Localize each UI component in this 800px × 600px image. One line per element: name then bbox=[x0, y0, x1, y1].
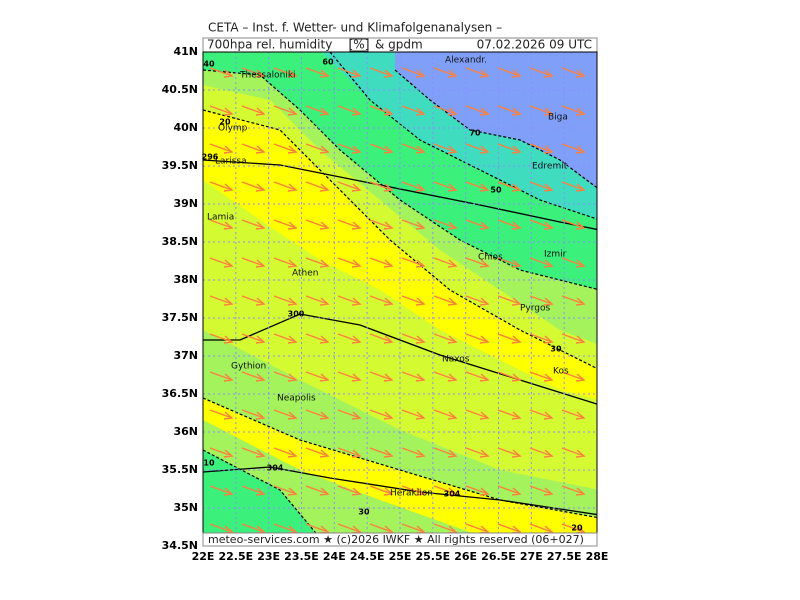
lon-tick-label: 27.5E bbox=[547, 550, 582, 563]
lon-tick-label: 22E bbox=[192, 550, 215, 563]
wind-arrows bbox=[209, 67, 586, 534]
footer: meteo-services.com ★ (c)2026 IWKF ★ All … bbox=[208, 533, 584, 546]
humidity-contour bbox=[203, 449, 328, 546]
lat-tick-label: 36N bbox=[173, 425, 198, 438]
lon-tick-label: 24E bbox=[323, 550, 346, 563]
lon-tick-label: 25E bbox=[389, 550, 412, 563]
lon-tick-label: 23.5E bbox=[284, 550, 319, 563]
humidity-contour bbox=[203, 69, 597, 290]
contour-label: 30 bbox=[358, 508, 370, 517]
contour-label: 10 bbox=[203, 459, 215, 468]
contour-label: 304 bbox=[444, 490, 461, 499]
place-label: Olymp bbox=[218, 124, 248, 134]
contour-label: 20 bbox=[219, 118, 231, 127]
place-label: Gythion bbox=[231, 362, 266, 372]
lat-tick-label: 40.5N bbox=[162, 83, 198, 96]
place-label: Athen bbox=[292, 269, 318, 279]
place-label: Naxos bbox=[442, 355, 470, 365]
lon-tick-label: 27E bbox=[520, 550, 543, 563]
lon-tick-label: 23E bbox=[257, 550, 280, 563]
lat-tick-label: 39N bbox=[173, 197, 198, 210]
lat-tick-label: 41N bbox=[173, 45, 198, 58]
contour-label: 296 bbox=[202, 153, 219, 162]
footer-box bbox=[202, 532, 598, 547]
lat-tick-label: 37.5N bbox=[162, 311, 198, 324]
place-label: Edremit bbox=[532, 162, 568, 172]
geopotential-contour bbox=[203, 159, 597, 231]
lon-tick-label: 22.5E bbox=[219, 550, 254, 563]
place-label: Larissa bbox=[215, 157, 247, 167]
place-label: Neapolis bbox=[277, 394, 316, 404]
place-label: Pyrgos bbox=[520, 304, 551, 314]
place-label: Alexandr. bbox=[445, 56, 487, 66]
unit-label: [%] bbox=[349, 38, 370, 52]
place-label: Biga bbox=[548, 113, 568, 123]
lon-tick-label: 28E bbox=[586, 550, 609, 563]
place-label: Heraklion bbox=[390, 489, 433, 499]
lon-tick-label: 26.5E bbox=[481, 550, 516, 563]
humidity-band bbox=[395, 52, 597, 188]
contour-label: 50 bbox=[490, 186, 502, 195]
contour-label: 300 bbox=[288, 310, 305, 319]
contour-label: 20 bbox=[571, 524, 583, 533]
contour-label: 304 bbox=[267, 464, 284, 473]
lat-tick-label: 40N bbox=[173, 121, 198, 134]
place-label: Lamia bbox=[207, 213, 234, 223]
lon-tick-label: 24.5E bbox=[350, 550, 385, 563]
lon-tick-label: 26E bbox=[454, 550, 477, 563]
plot-area bbox=[203, 52, 597, 546]
humidity-contour bbox=[203, 109, 597, 370]
time-label: 07.02.2026 09 UTC bbox=[477, 38, 592, 52]
lon-tick-label: 25.5E bbox=[416, 550, 451, 563]
field-label: 700hpa rel. humidity bbox=[207, 38, 332, 52]
title: CETA – Inst. f. Wetter- und Klimafolgena… bbox=[208, 21, 502, 35]
lat-tick-label: 35N bbox=[173, 501, 198, 514]
contour-label: 30 bbox=[550, 345, 562, 354]
lat-tick-label: 36.5N bbox=[162, 387, 198, 400]
lat-tick-label: 39.5N bbox=[162, 159, 198, 172]
contour-label: 60 bbox=[322, 58, 334, 67]
unit-box bbox=[349, 38, 369, 52]
lat-tick-label: 38.5N bbox=[162, 235, 198, 248]
geopotential-contour bbox=[203, 466, 597, 516]
lat-tick-label: 34.5N bbox=[162, 539, 198, 552]
lat-tick-label: 35.5N bbox=[162, 463, 198, 476]
place-label: Kos bbox=[553, 367, 569, 377]
contour-label: 40 bbox=[203, 60, 215, 69]
place-label: Chios bbox=[478, 253, 503, 263]
humidity-band bbox=[203, 450, 327, 546]
contour-label: 70 bbox=[469, 129, 481, 138]
humidity-contour bbox=[394, 69, 597, 189]
lat-tick-label: 38N bbox=[173, 273, 198, 286]
field2-label: & gpdm bbox=[375, 38, 423, 52]
humidity-contour bbox=[329, 52, 597, 220]
lat-tick-label: 37N bbox=[173, 349, 198, 362]
place-label: Izmir bbox=[544, 250, 567, 260]
place-label: Thessaloniki bbox=[239, 71, 296, 81]
